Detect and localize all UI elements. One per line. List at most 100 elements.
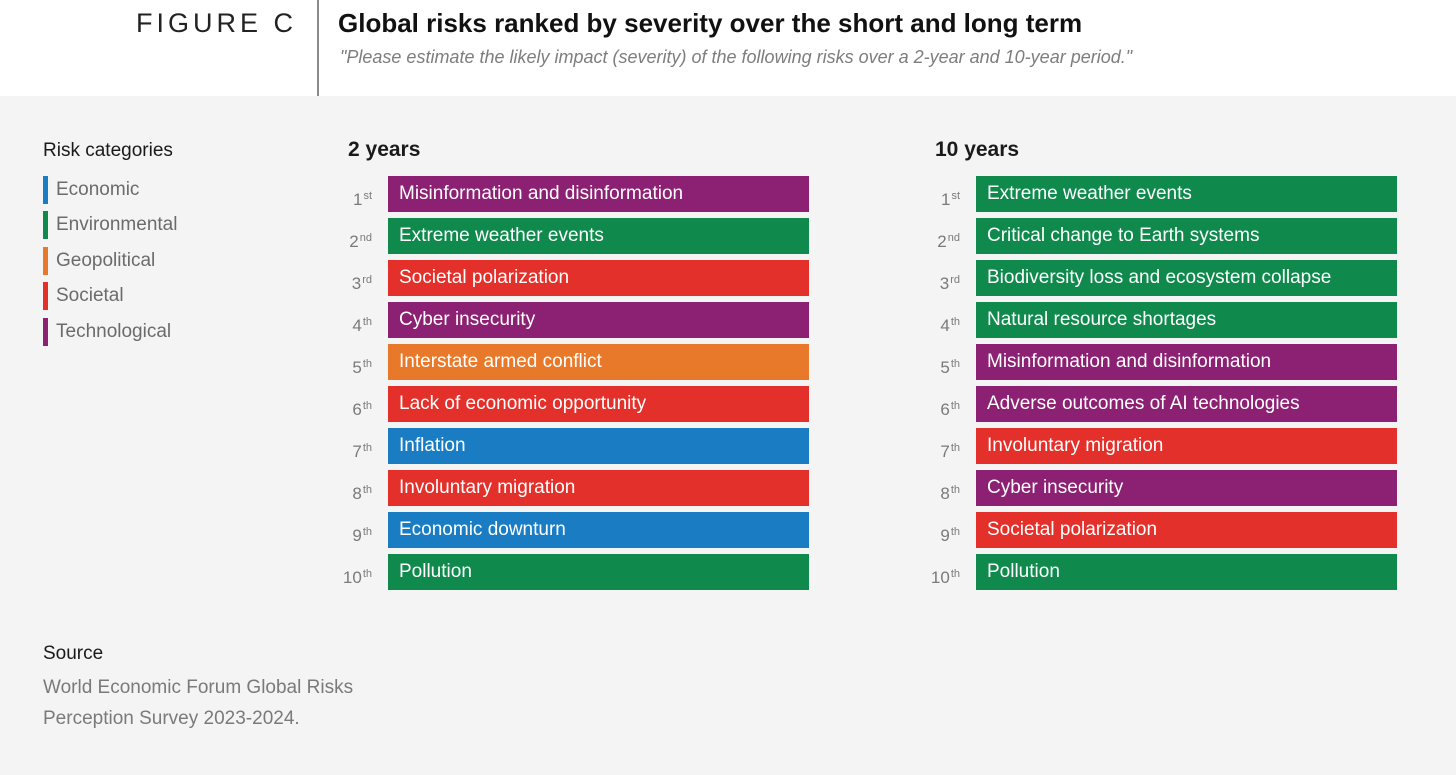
risk-bar: Interstate armed conflict (388, 344, 809, 380)
rank-label: 5th (920, 344, 960, 380)
legend-swatch (43, 318, 48, 346)
risk-bar: Natural resource shortages (976, 302, 1397, 338)
rank-suffix: th (362, 400, 372, 412)
rank-suffix: th (950, 568, 960, 580)
rank-number: 5 (940, 358, 950, 377)
risk-bar: Economic downturn (388, 512, 809, 548)
rank-number: 2 (937, 232, 947, 251)
rank-label: 7th (332, 428, 372, 464)
rank-number: 4 (940, 316, 950, 335)
rank-suffix: th (950, 316, 960, 328)
column-title-2-years: 2 years (348, 138, 421, 161)
rank-suffix: th (362, 358, 372, 370)
rank-number: 3 (939, 274, 950, 293)
rank-suffix: th (362, 316, 372, 328)
rank-number: 7 (352, 442, 362, 461)
rank-label: 9th (920, 512, 960, 548)
chart-title: Global risks ranked by severity over the… (338, 8, 1083, 38)
legend-item: Geopolitical (43, 247, 155, 275)
risk-bar: Societal polarization (976, 512, 1397, 548)
rank-number: 10 (930, 568, 950, 587)
figure-label: FIGURE C (136, 8, 298, 38)
legend-label: Economic (56, 179, 140, 200)
rank-label: 3rd (332, 260, 372, 296)
legend-item: Technological (43, 318, 171, 346)
risk-bar: Adverse outcomes of AI technologies (976, 386, 1397, 422)
rank-label: 2nd (332, 218, 372, 254)
rank-number: 8 (352, 484, 362, 503)
rank-label: 1st (920, 176, 960, 212)
rank-suffix: rd (950, 274, 960, 286)
rank-number: 4 (352, 316, 362, 335)
rank-number: 8 (940, 484, 950, 503)
rank-label: 8th (332, 470, 372, 506)
risk-bar: Societal polarization (388, 260, 809, 296)
rank-label: 10th (920, 554, 960, 590)
risk-bar: Inflation (388, 428, 809, 464)
rank-number: 6 (940, 400, 950, 419)
rank-number: 5 (352, 358, 362, 377)
source-text: World Economic Forum Global Risks Percep… (43, 677, 354, 729)
risk-bar: Misinformation and disinformation (388, 176, 809, 212)
risk-bar: Extreme weather events (976, 176, 1397, 212)
legend-swatch (43, 176, 48, 204)
rank-number: 3 (351, 274, 362, 293)
rank-suffix: th (950, 442, 960, 454)
legend-item: Societal (43, 282, 124, 310)
rank-suffix: nd (947, 232, 960, 244)
rank-suffix: st (951, 190, 960, 202)
rank-number: 1 (352, 190, 363, 209)
legend-label: Technological (56, 321, 172, 342)
figure-header: FIGURE C Global risks ranked by severity… (0, 0, 1456, 96)
rank-suffix: th (950, 358, 960, 370)
legend-label: Societal (56, 285, 124, 306)
rank-number: 10 (342, 568, 362, 587)
rank-number: 7 (940, 442, 950, 461)
rank-label: 6th (332, 386, 372, 422)
rank-suffix: th (950, 400, 960, 412)
rank-suffix: st (363, 190, 372, 202)
risk-bar: Involuntary migration (976, 428, 1397, 464)
legend-swatch (43, 211, 48, 239)
legend-item: Economic (43, 176, 139, 204)
rank-label: 7th (920, 428, 960, 464)
rank-suffix: nd (359, 232, 372, 244)
rank-suffix: th (362, 484, 372, 496)
rank-suffix: th (950, 484, 960, 496)
legend-item: Environmental (43, 211, 177, 239)
risk-bar: Involuntary migration (388, 470, 809, 506)
rank-number: 9 (940, 526, 950, 545)
legend-label: Environmental (56, 214, 178, 235)
header-divider (317, 0, 319, 96)
risk-bar: Cyber insecurity (388, 302, 809, 338)
rank-suffix: th (362, 526, 372, 538)
risk-bar: Misinformation and disinformation (976, 344, 1397, 380)
rank-label: 4th (920, 302, 960, 338)
rank-suffix: rd (362, 274, 372, 286)
legend-label: Geopolitical (56, 250, 156, 271)
rank-label: 6th (920, 386, 960, 422)
risk-bar: Cyber insecurity (976, 470, 1397, 506)
column-title-10-years: 10 years (935, 138, 1020, 161)
rank-number: 2 (349, 232, 359, 251)
legend-swatch (43, 282, 48, 310)
rank-number: 9 (352, 526, 362, 545)
risk-bar: Extreme weather events (388, 218, 809, 254)
rank-number: 6 (352, 400, 362, 419)
rank-label: 1st (332, 176, 372, 212)
rank-suffix: th (950, 526, 960, 538)
rank-label: 9th (332, 512, 372, 548)
legend-swatch (43, 247, 48, 275)
rank-number: 1 (940, 190, 951, 209)
source-title: Source (43, 643, 104, 664)
risk-bar: Pollution (976, 554, 1397, 590)
rank-label: 5th (332, 344, 372, 380)
risk-bar: Critical change to Earth systems (976, 218, 1397, 254)
rank-label: 8th (920, 470, 960, 506)
rank-label: 4th (332, 302, 372, 338)
legend-title: Risk categories (43, 140, 173, 161)
risk-bar: Lack of economic opportunity (388, 386, 809, 422)
chart-subtitle: "Please estimate the likely impact (seve… (340, 47, 1133, 67)
rank-label: 2nd (920, 218, 960, 254)
rank-label: 3rd (920, 260, 960, 296)
